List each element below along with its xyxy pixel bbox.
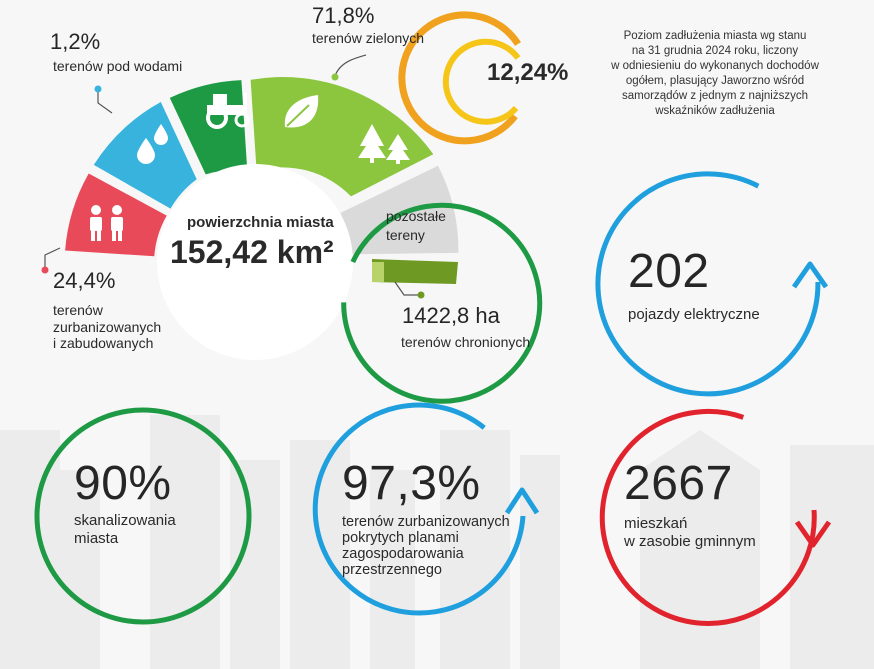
housing-label: mieszkań w zasobie gminnym [624,515,756,550]
green-label: terenów zielonych [312,30,425,46]
water-percent: 1,2% [50,29,101,54]
segment-protected [372,259,458,284]
people-icon [90,205,123,241]
center-title: powierzchnia miasta [187,214,334,231]
sewerage-label: skanalizowania miasta [74,512,176,547]
green-percent: 71,8% [312,3,375,28]
urbanized-label: terenów zurbanizowanych i zabudowanych [53,302,162,351]
debt-rings-icon [398,11,521,145]
planning-value: 97,3% [342,457,481,510]
segment-other [340,165,459,255]
debt-value: 12,24% [487,59,569,86]
other-label: pozostałe tereny [386,208,446,243]
segment-farmland [169,80,248,175]
debt-description: Poziom zadłużenia miasta wg stanu na 31 … [611,30,819,117]
stat-ring-vehicles [595,171,821,397]
leaf-icon [284,95,319,128]
water-label: terenów pod wodami [53,58,183,74]
tractor-icon [206,93,250,129]
stat-ring-housing [599,408,817,626]
center-ring [341,202,543,404]
sewerage-value: 90% [74,457,172,510]
stat-ring-sewerage [34,407,252,625]
planning-label: terenów zurbanizowanych pokrytych planam… [342,514,510,578]
protected-label: terenów chronionych [401,334,531,350]
stat-ring-planning [312,402,526,616]
water-drops-icon [137,124,168,164]
trees-icon [358,124,410,164]
segment-urbanized [65,173,167,257]
urbanized-percent: 24,4% [53,268,116,293]
vehicles-label: pojazdy elektryczne [628,306,760,323]
housing-value: 2667 [624,457,733,510]
protected-value: 1422,8 ha [402,303,500,328]
center-value: 152,42 km² [170,234,334,270]
vehicles-value: 202 [628,245,710,298]
